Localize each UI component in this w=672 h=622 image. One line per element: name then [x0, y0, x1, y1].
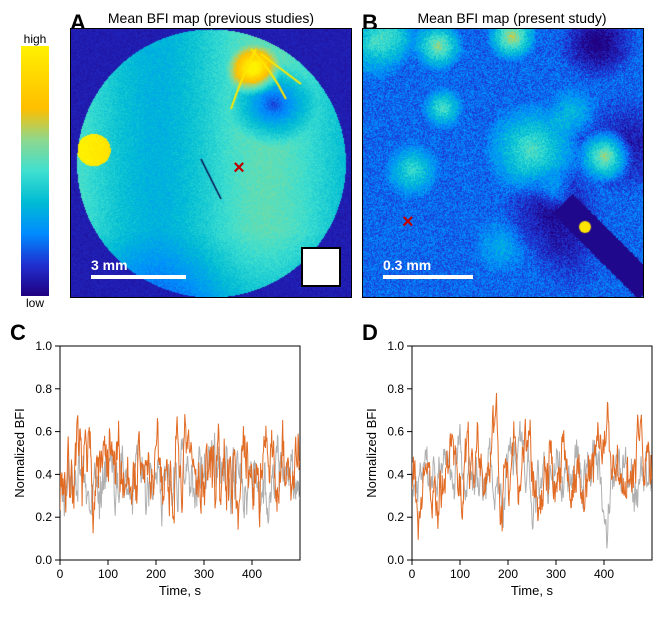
panel-b-heatmap: × 0.3 mm	[362, 28, 644, 298]
panel-d-chart: 0.0 0.2 0.4 0.6 0.8 1.0 0 100 200 300 400 Time, s No…	[362, 320, 662, 600]
svg-text:1.0: 1.0	[387, 339, 404, 353]
panel-a-inset-box	[301, 247, 341, 287]
panel-b: B Mean BFI map (present study) × 0.3 mm	[362, 10, 662, 310]
svg-text:0.2: 0.2	[387, 510, 404, 524]
panel-b-title: Mean BFI map (present study)	[362, 10, 662, 26]
svg-text:300: 300	[546, 567, 566, 581]
panel-a-scalebar: 3 mm	[91, 257, 186, 279]
svg-text:0: 0	[57, 567, 64, 581]
svg-text:0.4: 0.4	[387, 467, 404, 481]
svg-text:0.8: 0.8	[387, 382, 404, 396]
panel-c: C 0.0 0.2 0.4 0.6 0.8 1.0 0 100 200 300 400 Time, s…	[10, 320, 352, 600]
svg-text:100: 100	[450, 567, 470, 581]
panel-b-scalebar-line	[383, 275, 473, 279]
panel-c-label: C	[10, 320, 26, 346]
svg-text:400: 400	[242, 567, 262, 581]
svg-text:Normalized BFI: Normalized BFI	[12, 408, 27, 498]
colorbar-high-label: high	[24, 32, 47, 46]
svg-text:Time, s: Time, s	[511, 583, 554, 598]
panel-d: D 0.0 0.2 0.4 0.6 0.8 1.0 0 100 200 300 400 Time, s…	[362, 320, 662, 600]
svg-text:100: 100	[98, 567, 118, 581]
panel-d-label: D	[362, 320, 378, 346]
svg-text:400: 400	[594, 567, 614, 581]
panel-a-scalebar-line	[91, 275, 186, 279]
figure-grid: high low A Mean BFI map (previous studie…	[10, 10, 662, 600]
panel-a-marker-x: ×	[233, 158, 245, 178]
panel-a: A Mean BFI map (previous studies) × 3 mm	[70, 10, 352, 310]
svg-text:300: 300	[194, 567, 214, 581]
svg-text:0.8: 0.8	[35, 382, 52, 396]
colorbar-gradient	[21, 46, 49, 296]
panel-a-heatmap: × 3 mm	[70, 28, 352, 298]
svg-text:1.0: 1.0	[35, 339, 52, 353]
panel-b-marker-x: ×	[402, 212, 414, 232]
svg-text:0.0: 0.0	[387, 553, 404, 567]
panel-a-title: Mean BFI map (previous studies)	[70, 10, 352, 26]
panel-a-scalebar-text: 3 mm	[91, 257, 128, 273]
svg-text:0.0: 0.0	[35, 553, 52, 567]
svg-text:0.2: 0.2	[35, 510, 52, 524]
panel-c-chart: 0.0 0.2 0.4 0.6 0.8 1.0 0 100 200 300 400 Time, s No…	[10, 320, 310, 600]
svg-text:200: 200	[498, 567, 518, 581]
svg-text:Normalized BFI: Normalized BFI	[364, 408, 379, 498]
svg-text:0.6: 0.6	[387, 425, 404, 439]
svg-text:0.4: 0.4	[35, 467, 52, 481]
svg-text:0.6: 0.6	[35, 425, 52, 439]
panel-b-scalebar: 0.3 mm	[383, 257, 473, 279]
svg-text:0: 0	[409, 567, 416, 581]
panel-b-scalebar-text: 0.3 mm	[383, 257, 431, 273]
colorbar-low-label: low	[26, 296, 44, 310]
colorbar: high low	[10, 10, 60, 310]
svg-text:Time, s: Time, s	[159, 583, 202, 598]
svg-text:200: 200	[146, 567, 166, 581]
